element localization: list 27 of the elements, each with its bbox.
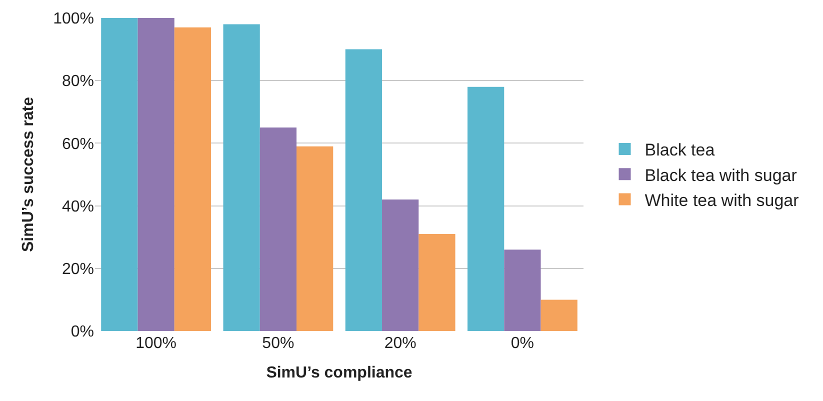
bar [138,18,174,331]
y-tick-label: 40% [62,198,94,216]
y-tick-label: 0% [70,324,94,341]
legend-label: Black tea with sugar [644,166,798,185]
y-tick-label: 100% [53,10,94,28]
bar [223,24,260,331]
x-tick-label: 0% [510,335,534,352]
bar [418,234,456,331]
x-axis-title: SimU’s compliance [266,364,412,382]
y-tick-label: 80% [62,73,94,90]
y-axis-title: SimU’s success rate [20,96,37,252]
legend-label: Black tea [644,140,716,160]
bar [540,300,578,331]
y-tick-label: 60% [62,136,94,153]
bar [296,146,334,331]
bar [260,128,297,331]
legend-label: White tea with sugar [644,190,800,210]
x-tick-label: 50% [262,335,294,352]
bar [468,86,504,331]
x-tick-label: 100% [136,335,177,352]
bar [345,49,382,331]
y-tick-label: 20% [62,261,94,278]
bar [382,200,419,331]
bar [504,250,541,331]
bar [174,27,212,331]
bar [101,18,138,331]
x-tick-label: 20% [384,335,416,352]
